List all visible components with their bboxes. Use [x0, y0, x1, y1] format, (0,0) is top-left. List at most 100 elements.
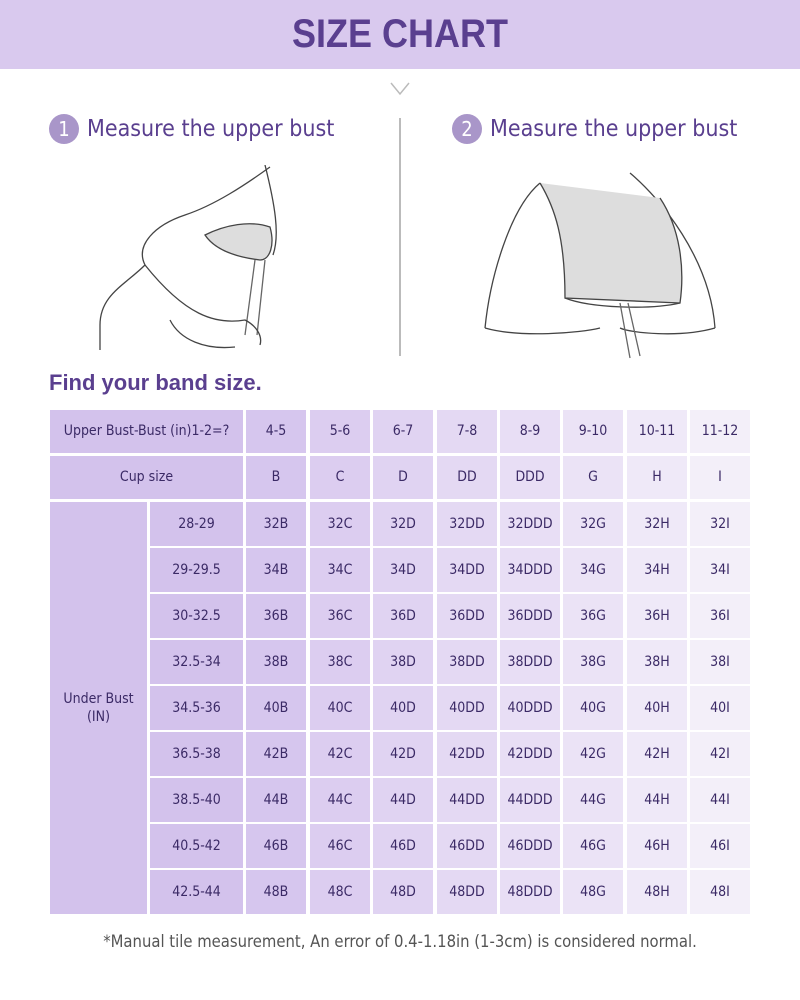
- under-bust-cell: 32.5-34: [150, 640, 243, 684]
- upper-bust-illustration: [99, 165, 277, 350]
- cup-cell: DDD: [500, 456, 560, 499]
- size-cell: 38DDD: [500, 640, 560, 684]
- size-cell: 32DD: [437, 502, 497, 546]
- size-cell: 32D: [373, 502, 433, 546]
- size-cell: 40B: [246, 686, 306, 730]
- chevron-down-icon: [390, 82, 410, 96]
- cup-cell: H: [627, 456, 687, 499]
- size-cell: 48I: [690, 870, 750, 914]
- size-cell: 38D: [373, 640, 433, 684]
- step-number: 1: [49, 114, 79, 144]
- size-cell: 32DDD: [500, 502, 560, 546]
- size-cell: 44C: [310, 778, 370, 822]
- size-cell: 32G: [563, 502, 623, 546]
- size-cell: 36I: [690, 594, 750, 638]
- size-cell: 48D: [373, 870, 433, 914]
- under-bust-cell: 34.5-36: [150, 686, 243, 730]
- size-cell: 40G: [563, 686, 623, 730]
- size-cell: 38C: [310, 640, 370, 684]
- size-cell: 48DDD: [500, 870, 560, 914]
- size-cell: 40D: [373, 686, 433, 730]
- under-bust-cell: 42.5-44: [150, 870, 243, 914]
- cup-cell: DD: [437, 456, 497, 499]
- size-cell: 42H: [627, 732, 687, 776]
- size-cell: 38I: [690, 640, 750, 684]
- size-cell: 46G: [563, 824, 623, 868]
- size-cell: 42G: [563, 732, 623, 776]
- size-cell: 38G: [563, 640, 623, 684]
- difference-cell: 5-6: [310, 410, 370, 453]
- size-cell: 34G: [563, 548, 623, 592]
- size-cell: 46DD: [437, 824, 497, 868]
- size-cell: 42B: [246, 732, 306, 776]
- size-cell: 44H: [627, 778, 687, 822]
- under-bust-cell: 40.5-42: [150, 824, 243, 868]
- size-cell: 34I: [690, 548, 750, 592]
- cup-cell: I: [690, 456, 750, 499]
- size-cell: 40DDD: [500, 686, 560, 730]
- size-cell: 42I: [690, 732, 750, 776]
- difference-cell: 6-7: [373, 410, 433, 453]
- difference-cell: 4-5: [246, 410, 306, 453]
- page-title: SIZE CHART: [292, 12, 508, 56]
- size-cell: 42D: [373, 732, 433, 776]
- size-cell: 46H: [627, 824, 687, 868]
- size-cell: 44DDD: [500, 778, 560, 822]
- size-cell: 40H: [627, 686, 687, 730]
- size-cell: 48C: [310, 870, 370, 914]
- under-bust-label: Under Bust (IN): [50, 502, 147, 914]
- size-cell: 36B: [246, 594, 306, 638]
- size-cell: 32C: [310, 502, 370, 546]
- section-title: Find your band size.: [49, 370, 262, 395]
- size-cell: 46I: [690, 824, 750, 868]
- size-cell: 36H: [627, 594, 687, 638]
- size-cell: 34C: [310, 548, 370, 592]
- size-cell: 44G: [563, 778, 623, 822]
- under-bust-cell: 29-29.5: [150, 548, 243, 592]
- size-cell: 44DD: [437, 778, 497, 822]
- size-cell: 34DDD: [500, 548, 560, 592]
- size-cell: 44B: [246, 778, 306, 822]
- divider: [399, 118, 401, 356]
- under-bust-cell: 36.5-38: [150, 732, 243, 776]
- measurement-note: *Manual tile measurement, An error of 0.…: [103, 932, 697, 951]
- size-cell: 32H: [627, 502, 687, 546]
- size-cell: 38B: [246, 640, 306, 684]
- size-cell: 32B: [246, 502, 306, 546]
- size-cell: 46D: [373, 824, 433, 868]
- cup-cell: B: [246, 456, 306, 499]
- size-cell: 36C: [310, 594, 370, 638]
- under-bust-cell: 38.5-40: [150, 778, 243, 822]
- step-1: 1 Measure the upper bust: [49, 114, 334, 144]
- size-cell: 42C: [310, 732, 370, 776]
- difference-cell: 8-9: [500, 410, 560, 453]
- under-bust-cell: 30-32.5: [150, 594, 243, 638]
- size-cell: 48DD: [437, 870, 497, 914]
- cup-cell: D: [373, 456, 433, 499]
- size-cell: 40I: [690, 686, 750, 730]
- under-bust-cell: 28-29: [150, 502, 243, 546]
- size-cell: 38H: [627, 640, 687, 684]
- size-cell: 40DD: [437, 686, 497, 730]
- header-label: Upper Bust-Bust (in)1-2=?: [50, 410, 243, 453]
- difference-cell: 10-11: [627, 410, 687, 453]
- size-cell: 44I: [690, 778, 750, 822]
- cup-label: Cup size: [50, 456, 243, 499]
- step-number: 2: [452, 114, 482, 144]
- difference-cell: 11-12: [690, 410, 750, 453]
- size-cell: 46B: [246, 824, 306, 868]
- under-bust-illustration: [484, 172, 716, 359]
- difference-cell: 7-8: [437, 410, 497, 453]
- size-cell: 48B: [246, 870, 306, 914]
- size-cell: 38DD: [437, 640, 497, 684]
- difference-cell: 9-10: [563, 410, 623, 453]
- size-cell: 44D: [373, 778, 433, 822]
- cup-cell: C: [310, 456, 370, 499]
- size-cell: 42DD: [437, 732, 497, 776]
- size-cell: 48H: [627, 870, 687, 914]
- step-label: Measure the upper bust: [490, 116, 738, 142]
- size-cell: 40C: [310, 686, 370, 730]
- size-cell: 32I: [690, 502, 750, 546]
- size-cell: 36G: [563, 594, 623, 638]
- size-cell: 36DDD: [500, 594, 560, 638]
